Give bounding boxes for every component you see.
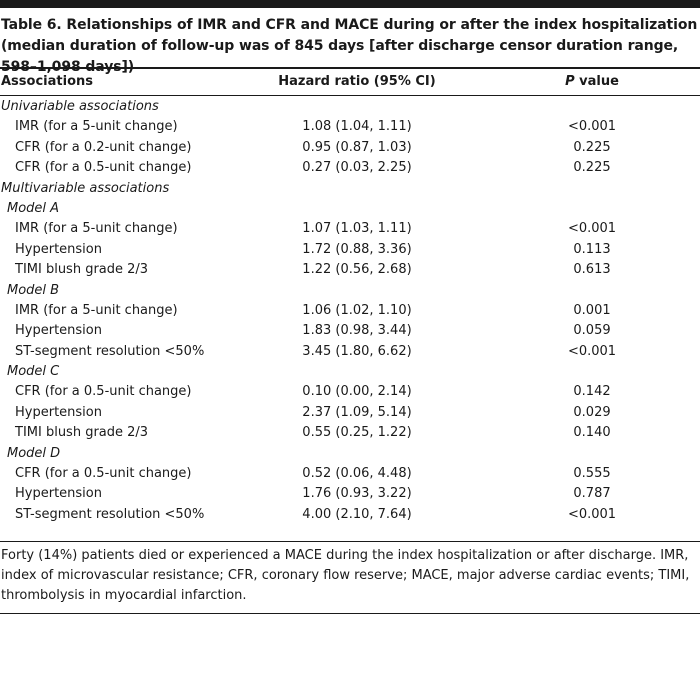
row-label: ST-segment resolution <50%	[15, 506, 205, 522]
table-row: IMR (for a 5-unit change) 1.07 (1.03, 1.1…	[0, 219, 700, 239]
hazard-ratio-cell: 1.72 (0.88, 3.36)	[302, 241, 412, 257]
p-value-italic: P	[565, 74, 575, 89]
table-row: CFR (for a 0.5-unit change) 0.27 (0.03, 2…	[0, 158, 700, 178]
hazard-ratio-cell: 0.55 (0.25, 1.22)	[302, 425, 412, 441]
p-value-cell: 0.555	[573, 466, 611, 482]
table-bottom-rule	[0, 541, 700, 542]
table-row: TIMI blush grade 2/3 0.55 (0.25, 1.22) 0.1…	[0, 423, 700, 443]
header-top-rule	[0, 67, 700, 69]
p-value-cell: 0.613	[573, 262, 611, 278]
model-heading-row: Model C	[0, 362, 700, 382]
hazard-ratio-cell: 1.22 (0.56, 2.68)	[302, 262, 412, 278]
model-label: Model A	[7, 200, 60, 216]
column-header-hazard-ratio: Hazard ratio (95% CI)	[278, 74, 436, 89]
row-label: CFR (for a 0.5-unit change)	[15, 160, 192, 176]
table-row: TIMI blush grade 2/3 1.22 (0.56, 2.68) 0.6…	[0, 260, 700, 280]
table-row: IMR (for a 5-unit change) 1.08 (1.04, 1.1…	[0, 117, 700, 137]
hazard-ratio-cell: 4.00 (2.10, 7.64)	[302, 506, 412, 522]
hazard-ratio-cell: 3.45 (1.80, 6.62)	[302, 343, 412, 359]
model-label: Model C	[7, 364, 60, 380]
table-row: ST-segment resolution <50% 3.45 (1.80, 6.…	[0, 342, 700, 362]
hazard-ratio-cell: 1.07 (1.03, 1.11)	[302, 221, 412, 237]
top-bar	[0, 0, 700, 8]
hazard-ratio-cell: 1.83 (0.98, 3.44)	[302, 323, 412, 339]
table-row: Hypertension 1.72 (0.88, 3.36) 0.113	[0, 240, 700, 260]
table-row: Hypertension 1.76 (0.93, 3.22) 0.787	[0, 484, 700, 504]
p-value-cell: 0.001	[573, 302, 611, 318]
p-value-cell: <0.001	[567, 343, 617, 359]
section-label: Univariable associations	[1, 99, 159, 114]
p-value-cell: 0.225	[573, 160, 611, 176]
model-label: Model B	[7, 282, 60, 298]
section-heading-row: Univariable associations	[0, 97, 700, 117]
row-label: Hypertension	[15, 486, 102, 502]
footnote-bottom-rule	[0, 613, 700, 614]
row-label: IMR (for a 5-unit change)	[15, 221, 178, 237]
table-footnote: Forty (14%) patients died or experienced…	[1, 548, 690, 603]
section-heading-row: Multivariable associations	[0, 179, 700, 199]
p-value-cell: <0.001	[567, 506, 617, 522]
model-label: Model D	[7, 445, 61, 461]
hazard-ratio-cell: 0.10 (0.00, 2.14)	[302, 384, 412, 400]
hazard-ratio-cell: 0.95 (0.87, 1.03)	[302, 139, 412, 155]
hazard-ratio-cell: 0.27 (0.03, 2.25)	[302, 160, 412, 176]
header-bottom-rule	[0, 95, 700, 96]
p-value-cell: 0.113	[573, 241, 611, 257]
hazard-ratio-cell: 1.06 (1.02, 1.10)	[302, 302, 412, 318]
table-row: Hypertension 2.37 (1.09, 5.14) 0.029	[0, 403, 700, 423]
column-header-p-value: P value	[480, 72, 700, 92]
p-value-cell: <0.001	[567, 221, 617, 237]
row-label: TIMI blush grade 2/3	[15, 262, 149, 278]
p-value-cell: 0.059	[573, 323, 611, 339]
row-label: CFR (for a 0.2-unit change)	[15, 139, 192, 155]
hazard-ratio-cell: 2.37 (1.09, 5.14)	[302, 404, 412, 420]
column-header-associations: Associations	[1, 74, 93, 89]
hazard-ratio-cell: 0.52 (0.06, 4.48)	[302, 466, 412, 482]
table-row: IMR (for a 5-unit change) 1.06 (1.02, 1.1…	[0, 301, 700, 321]
p-value-rest: value	[574, 74, 619, 89]
p-value-cell: 0.029	[573, 404, 611, 420]
row-label: Hypertension	[15, 404, 102, 420]
table-row: Hypertension 1.83 (0.98, 3.44) 0.059	[0, 321, 700, 341]
hazard-ratio-cell: 1.76 (0.93, 3.22)	[302, 486, 412, 502]
model-heading-row: Model A	[0, 199, 700, 219]
table-body: Univariable associations IMR (for a 5-uni…	[0, 97, 700, 525]
table-row: CFR (for a 0.5-unit change) 0.52 (0.06, 4…	[0, 464, 700, 484]
table-row: ST-segment resolution <50% 4.00 (2.10, 7.…	[0, 505, 700, 525]
table-title: Table 6. Relationships of IMR and CFR an…	[1, 17, 698, 75]
row-label: ST-segment resolution <50%	[15, 343, 205, 359]
row-label: TIMI blush grade 2/3	[15, 425, 149, 441]
section-label: Multivariable associations	[1, 180, 170, 196]
p-value-cell: <0.001	[567, 119, 617, 135]
row-label: IMR (for a 5-unit change)	[15, 302, 178, 318]
row-label: Hypertension	[15, 241, 102, 257]
p-value-cell: 0.140	[573, 425, 611, 441]
table-row: CFR (for a 0.2-unit change) 0.95 (0.87, 1…	[0, 138, 700, 158]
p-value-cell: 0.225	[573, 139, 611, 155]
hazard-ratio-cell: 1.08 (1.04, 1.11)	[302, 119, 412, 135]
p-value-cell: 0.787	[573, 486, 611, 502]
model-heading-row: Model B	[0, 281, 700, 301]
row-label: CFR (for a 0.5-unit change)	[15, 466, 192, 482]
model-heading-row: Model D	[0, 444, 700, 464]
row-label: IMR (for a 5-unit change)	[15, 119, 178, 135]
row-label: Hypertension	[15, 323, 102, 339]
p-value-cell: 0.142	[573, 384, 611, 400]
table-row: CFR (for a 0.5-unit change) 0.10 (0.00, 2…	[0, 382, 700, 402]
row-label: CFR (for a 0.5-unit change)	[15, 384, 192, 400]
